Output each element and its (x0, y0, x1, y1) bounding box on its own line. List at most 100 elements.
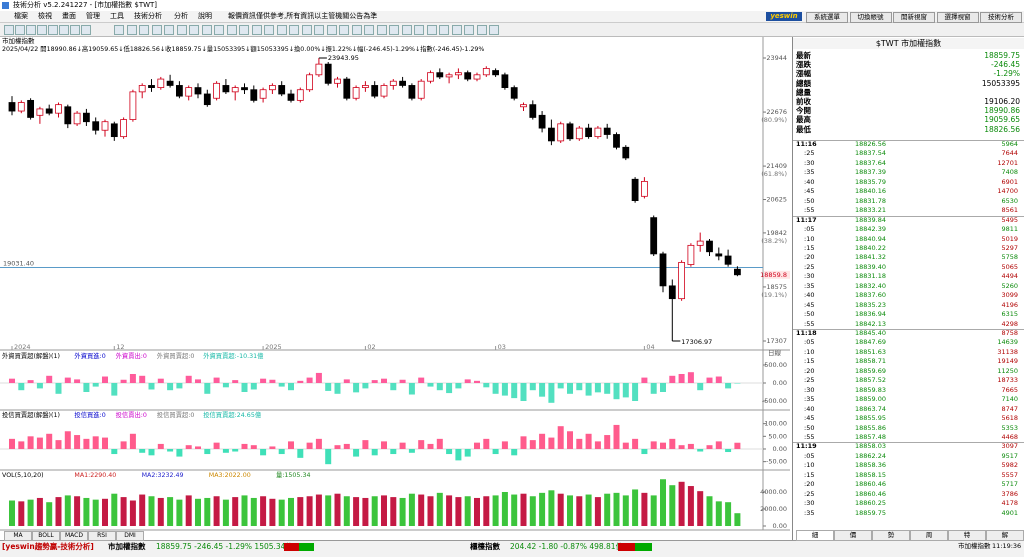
menu-button[interactable]: 技術分析 (980, 12, 1022, 23)
quote-tab[interactable]: 勢 (872, 530, 910, 541)
toolbar-icon[interactable] (276, 25, 287, 35)
quote-tab[interactable]: 細 (796, 530, 834, 541)
toolbar-icon[interactable] (251, 25, 262, 35)
toolbar-icon[interactable] (176, 25, 187, 35)
bar (222, 382, 229, 388)
bar (669, 438, 676, 449)
quote-label: 前收 (796, 97, 811, 106)
toolbar-icon[interactable] (4, 25, 14, 35)
candle-body (64, 106, 72, 125)
bar (334, 445, 341, 449)
menu-item[interactable]: 畫面 (62, 12, 76, 20)
menu-item[interactable]: 說明 (198, 12, 212, 20)
bar (185, 495, 192, 527)
candle-body (417, 80, 425, 99)
indicator-tab[interactable]: DMI (116, 531, 144, 541)
toolbar-icon[interactable] (81, 25, 91, 35)
tick-separator (793, 140, 1024, 141)
toolbar-icon[interactable] (464, 25, 474, 35)
toolbar-icon[interactable] (476, 25, 487, 35)
quote-tab[interactable]: 特 (948, 530, 986, 541)
candle-body (389, 80, 397, 86)
bar (102, 498, 108, 527)
bar (129, 500, 136, 527)
bar (697, 491, 704, 527)
status-quote: 204.42 -1.80 -0.87% 498.81億 (510, 542, 624, 551)
bar (576, 438, 583, 449)
toolbar-icon[interactable] (151, 25, 162, 35)
toolbar-icon[interactable] (289, 25, 299, 35)
menu-button[interactable]: 系統選單 (806, 12, 848, 23)
bar (64, 377, 71, 383)
toolbar-icon[interactable] (451, 25, 462, 35)
bar (92, 436, 99, 449)
toolbar-icon[interactable] (439, 25, 449, 35)
bar (306, 377, 313, 383)
quote-tab[interactable]: 解 (986, 530, 1024, 541)
bar (241, 443, 248, 449)
indicator-tab[interactable]: BOLL (32, 531, 60, 541)
menu-item[interactable]: 技術分析 (134, 12, 162, 20)
toolbar-icon[interactable] (351, 25, 362, 35)
toolbar-icon[interactable] (126, 25, 137, 35)
quote-label: 最新 (796, 51, 811, 60)
toolbar-icon[interactable] (326, 25, 337, 35)
candle-body (194, 87, 202, 95)
toolbar-icon[interactable] (401, 25, 412, 35)
toolbar-icon[interactable] (339, 25, 349, 35)
tick-price: 18845.40 (854, 329, 886, 337)
bar (371, 448, 378, 456)
toolbar-icon[interactable] (426, 25, 437, 35)
status-mini-graph (284, 543, 314, 551)
toolbar-icon[interactable] (114, 25, 124, 35)
toolbar-icon[interactable] (37, 25, 47, 35)
candle-body (157, 78, 165, 88)
bar (64, 431, 71, 449)
y-tick-label: 0.00 (773, 445, 787, 453)
quote-tab[interactable]: 價 (834, 530, 872, 541)
tick-time: :20 (804, 480, 815, 489)
toolbar-icon[interactable] (48, 25, 58, 35)
bar (408, 382, 415, 395)
toolbar-icon[interactable] (389, 25, 399, 35)
toolbar-icon[interactable] (139, 25, 149, 35)
x-tick-label: 02 (367, 343, 375, 351)
bar (36, 497, 43, 527)
menu-item[interactable]: 檢視 (38, 12, 52, 20)
indicator-tab[interactable]: MA (4, 531, 32, 541)
toolbar-icon[interactable] (264, 25, 274, 35)
toolbar-icon[interactable] (70, 25, 80, 35)
toolbar-icon[interactable] (214, 25, 224, 35)
toolbar-icon[interactable] (164, 25, 174, 35)
bar (390, 448, 397, 455)
indicator-tab[interactable]: MACD (60, 531, 88, 541)
toolbar-icon[interactable] (414, 25, 424, 35)
menu-item[interactable]: 工具 (110, 12, 124, 20)
y-tick-label: 500.00 (764, 361, 787, 369)
menu-item[interactable]: 管理 (86, 12, 100, 20)
toolbar-icon[interactable] (376, 25, 387, 35)
indicator-tab[interactable]: RSI (88, 531, 116, 541)
quote-value: 19106.20 (984, 97, 1020, 106)
toolbar-icon[interactable] (314, 25, 324, 35)
toolbar-icon[interactable] (59, 25, 69, 35)
menu-item[interactable]: 檔案 (14, 12, 28, 20)
toolbar-icon[interactable] (301, 25, 312, 35)
retracement-label: (19.1%) (761, 291, 787, 299)
menu-button[interactable]: 開新視窗 (893, 12, 935, 23)
bar (55, 440, 62, 449)
bar (83, 497, 90, 527)
toolbar-icon[interactable] (226, 25, 237, 35)
toolbar-icon[interactable] (239, 25, 249, 35)
menu-button[interactable]: 切換帳號 (849, 12, 892, 23)
toolbar-icon[interactable] (15, 25, 25, 35)
tick-volume: 4494 (1001, 272, 1018, 281)
toolbar-icon[interactable] (364, 25, 374, 35)
menu-item[interactable]: 分析 (174, 12, 188, 20)
quote-tab[interactable]: 周 (910, 530, 948, 541)
toolbar-icon[interactable] (26, 25, 36, 35)
toolbar-icon[interactable] (189, 25, 199, 35)
toolbar-icon[interactable] (201, 25, 212, 35)
toolbar-icon[interactable] (489, 25, 499, 35)
menu-button[interactable]: 選擇視窗 (936, 12, 979, 23)
